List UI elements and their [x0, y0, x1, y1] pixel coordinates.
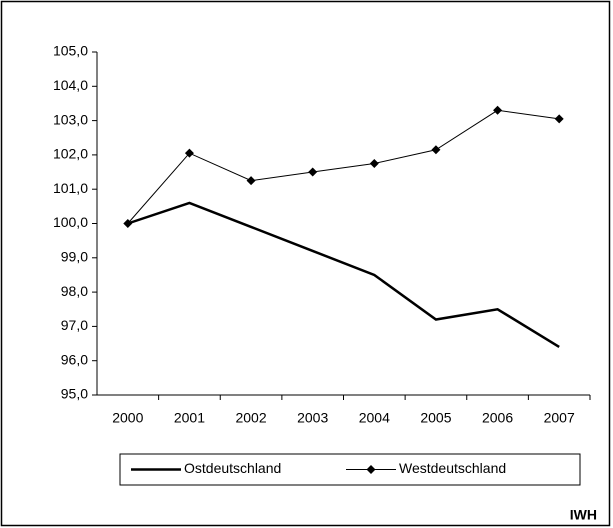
legend-label: Westdeutschland — [399, 460, 506, 476]
point-marker — [431, 145, 441, 155]
y-tick-label: 105,0 — [53, 43, 88, 59]
y-tick-label: 95,0 — [61, 386, 88, 402]
y-tick-label: 100,0 — [53, 214, 88, 230]
point-marker — [123, 219, 133, 228]
series-line — [127, 201, 560, 349]
x-tick-label: 2006 — [482, 410, 513, 426]
y-tick-label: 101,0 — [53, 180, 88, 196]
x-tick-label: 2007 — [544, 410, 575, 426]
x-tick-label: 2001 — [174, 410, 205, 426]
y-tick-label: 104,0 — [53, 77, 88, 93]
point-marker — [369, 158, 379, 168]
point-marker — [493, 105, 503, 115]
legend-marker — [366, 465, 376, 474]
x-tick-label: 2000 — [112, 410, 143, 426]
y-tick-label: 98,0 — [61, 283, 88, 299]
legend-label: Ostdeutschland — [184, 460, 281, 476]
point-marker — [246, 176, 256, 186]
y-tick-label: 96,0 — [61, 351, 88, 367]
point-marker — [184, 148, 194, 158]
point-marker — [308, 167, 318, 177]
y-tick-label: 102,0 — [53, 146, 88, 162]
y-tick-label: 103,0 — [53, 111, 88, 127]
x-tick-label: 2005 — [420, 410, 451, 426]
y-tick-label: 97,0 — [61, 317, 88, 333]
x-tick-label: 2004 — [359, 410, 390, 426]
legend-box — [119, 453, 581, 486]
x-tick-label: 2003 — [297, 410, 328, 426]
x-tick-label: 2002 — [235, 410, 266, 426]
y-tick-label: 99,0 — [61, 249, 88, 265]
series-line — [127, 109, 560, 224]
point-marker — [554, 114, 564, 124]
source-label: IWH — [570, 507, 597, 523]
